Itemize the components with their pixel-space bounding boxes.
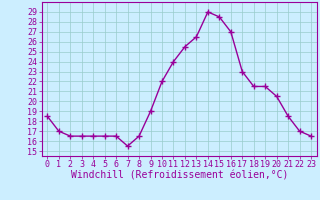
X-axis label: Windchill (Refroidissement éolien,°C): Windchill (Refroidissement éolien,°C)	[70, 171, 288, 181]
